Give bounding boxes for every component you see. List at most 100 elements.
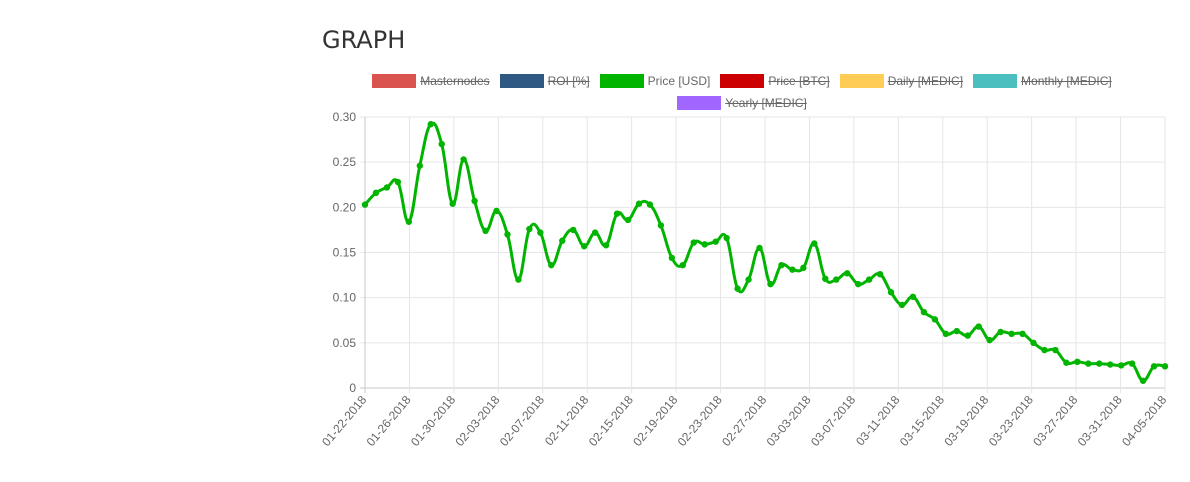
price-usd-point	[427, 121, 434, 128]
price-usd-point	[405, 218, 413, 225]
price-usd-point	[778, 261, 785, 269]
price-usd-point	[591, 229, 599, 236]
price-usd-point	[822, 275, 829, 282]
price-usd-point	[1117, 362, 1125, 369]
legend-item[interactable]: Yearly [MEDIC]	[677, 96, 807, 110]
price-usd-point	[449, 200, 456, 207]
legend-swatch	[372, 74, 417, 88]
legend-swatch	[677, 96, 722, 110]
price-usd-point	[504, 231, 511, 238]
price-usd-point	[526, 225, 533, 233]
price-usd-point	[701, 241, 708, 248]
legend-label: Yearly [MEDIC]	[725, 96, 807, 110]
chart-legend: Masternodes ROI [%] Price [USD] Price [BTC]…	[322, 70, 1162, 114]
price-usd-point	[624, 216, 632, 224]
x-tick-label: 02-07-2018	[497, 393, 547, 449]
legend-label: Price [BTC]	[768, 74, 830, 88]
price-usd-point	[997, 328, 1004, 336]
price-usd-point	[394, 178, 402, 186]
x-tick-label: 01-26-2018	[364, 393, 414, 449]
price-usd-point	[712, 238, 719, 245]
legend-item[interactable]: ROI [%]	[499, 74, 590, 88]
x-tick-label: 03-03-2018	[764, 393, 814, 449]
price-usd-point	[1019, 330, 1026, 337]
x-tick-label: 03-31-2018	[1075, 393, 1125, 449]
price-usd-point	[909, 293, 917, 300]
page-title: GRAPH	[322, 26, 406, 54]
price-usd-point	[767, 280, 774, 288]
price-usd-point	[690, 239, 697, 246]
y-tick-label: 0	[349, 381, 356, 395]
legend-label: Monthly [MEDIC]	[1021, 74, 1112, 88]
price-usd-point	[1085, 360, 1092, 367]
price-usd-point	[515, 276, 522, 283]
price-usd-point	[1063, 359, 1070, 366]
price-usd-point	[471, 197, 478, 205]
price-usd-point	[734, 285, 741, 292]
x-tick-label: 02-23-2018	[675, 393, 725, 449]
price-usd-point	[438, 140, 445, 148]
price-usd-point	[613, 210, 621, 217]
y-tick-label: 0.05	[333, 336, 357, 350]
price-usd-point	[493, 207, 500, 215]
price-usd-point	[800, 264, 807, 272]
price-usd-point	[657, 222, 665, 229]
price-usd-point	[811, 240, 818, 247]
price-usd-point	[1096, 360, 1103, 367]
price-usd-point	[723, 234, 730, 242]
price-usd-point	[843, 270, 851, 277]
legend-label: Price [USD]	[647, 74, 711, 88]
price-usd-point	[1150, 363, 1158, 370]
price-usd-point	[416, 162, 423, 169]
legend-swatch	[599, 74, 644, 88]
x-tick-label: 04-05-2018	[1119, 393, 1169, 449]
price-usd-point	[537, 229, 544, 236]
x-tick-label: 01-30-2018	[408, 393, 458, 449]
legend-item[interactable]: Masternodes	[372, 74, 490, 88]
price-usd-point	[482, 227, 489, 235]
price-usd-point	[559, 237, 566, 244]
x-tick-label: 03-23-2018	[986, 393, 1036, 449]
price-usd-point	[1107, 361, 1114, 368]
legend-row: Yearly [MEDIC]	[322, 92, 1162, 114]
price-usd-point	[1008, 330, 1015, 337]
price-usd-point	[1128, 360, 1136, 367]
y-tick-label: 0.15	[333, 246, 357, 260]
legend-item[interactable]: Price [BTC]	[720, 74, 830, 88]
x-tick-label: 03-27-2018	[1030, 393, 1080, 449]
price-usd-point	[383, 184, 391, 191]
x-tick-label: 01-22-2018	[319, 393, 369, 449]
x-tick-label: 02-03-2018	[452, 393, 502, 449]
x-tick-label: 02-15-2018	[586, 393, 636, 449]
price-usd-point	[548, 261, 555, 269]
price-usd-point	[602, 242, 610, 249]
legend-swatch	[499, 74, 544, 88]
legend-swatch	[720, 74, 765, 88]
x-tick-label: 02-19-2018	[630, 393, 680, 449]
legend-row: Masternodes ROI [%] Price [USD] Price [BTC]…	[322, 70, 1162, 92]
price-usd-point	[460, 156, 467, 163]
legend-swatch	[839, 74, 884, 88]
y-tick-label: 0.30	[333, 110, 357, 124]
price-usd-point	[1052, 346, 1059, 354]
legend-item[interactable]: Daily [MEDIC]	[839, 74, 963, 88]
price-usd-point	[646, 201, 654, 208]
price-usd-point	[931, 316, 939, 323]
price-usd-point	[1161, 363, 1169, 370]
price-usd-point	[1074, 358, 1081, 366]
price-usd-point	[372, 189, 380, 197]
legend-item[interactable]: Price [USD]	[599, 74, 711, 88]
price-usd-point	[745, 276, 752, 283]
price-usd-point	[975, 323, 982, 330]
price-usd-point	[1139, 377, 1147, 384]
price-usd-point	[920, 308, 928, 316]
legend-label: Masternodes	[420, 74, 490, 88]
price-usd-point	[580, 242, 588, 250]
price-usd-point	[789, 266, 796, 273]
price-usd-point	[570, 226, 577, 234]
price-usd-point	[898, 301, 906, 309]
x-tick-label: 02-11-2018	[542, 393, 592, 449]
legend-label: ROI [%]	[547, 74, 590, 88]
price-usd-point	[679, 261, 687, 269]
legend-item[interactable]: Monthly [MEDIC]	[973, 74, 1112, 88]
